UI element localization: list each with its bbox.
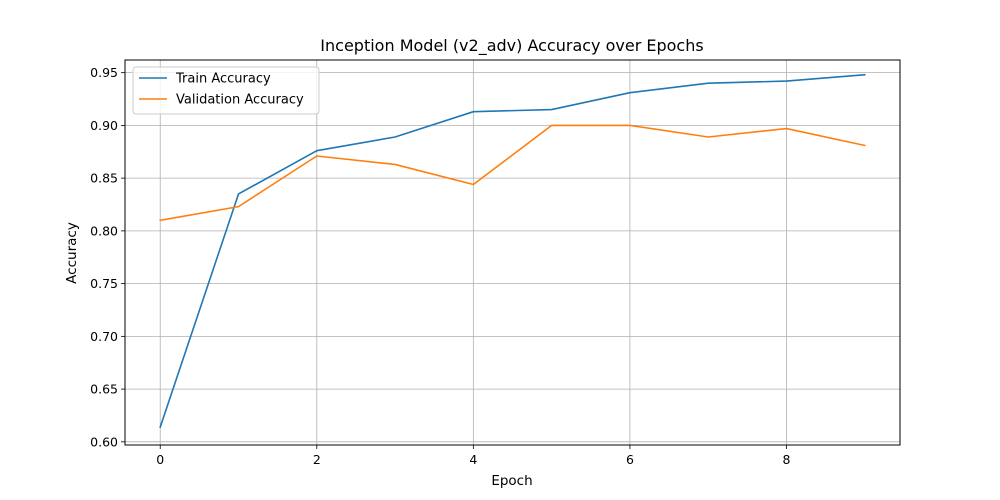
legend-box [132, 66, 320, 115]
chart-title: Inception Model (v2_adv) Accuracy over E… [320, 36, 703, 56]
legend: Train Accuracy Validation Accuracy [132, 66, 320, 115]
y-axis-label: Accuracy [64, 222, 80, 284]
y-axis: 0.60 0.65 0.70 0.75 0.80 0.85 0.90 0.95 [90, 65, 125, 449]
y-tick-label: 0.75 [90, 276, 118, 291]
plot-area [124, 59, 901, 446]
x-axis-label: Epoch [491, 473, 532, 489]
series-lines [159, 73, 866, 429]
legend-label: Train Accuracy [175, 72, 271, 87]
y-tick-label: 0.80 [90, 223, 118, 238]
y-tick-label: 0.90 [90, 118, 118, 133]
y-tick-label: 0.70 [90, 329, 118, 344]
x-tick-label: 4 [469, 452, 477, 467]
y-tick-label: 0.60 [90, 434, 118, 449]
plot-frame [124, 59, 901, 446]
legend-label: Validation Accuracy [176, 93, 304, 108]
series-line-validation-accuracy [159, 124, 866, 222]
x-tick-label: 2 [313, 452, 321, 467]
y-tick-label: 0.95 [90, 65, 118, 80]
x-axis: 0 2 4 6 8 [156, 445, 791, 467]
grid-lines [125, 60, 900, 445]
series-line-train-accuracy [159, 73, 866, 429]
x-tick-label: 8 [783, 452, 791, 467]
y-tick-label: 0.85 [90, 171, 118, 186]
y-tick-label: 0.65 [90, 382, 118, 397]
x-tick-label: 0 [156, 452, 164, 467]
x-tick-label: 6 [626, 452, 634, 467]
